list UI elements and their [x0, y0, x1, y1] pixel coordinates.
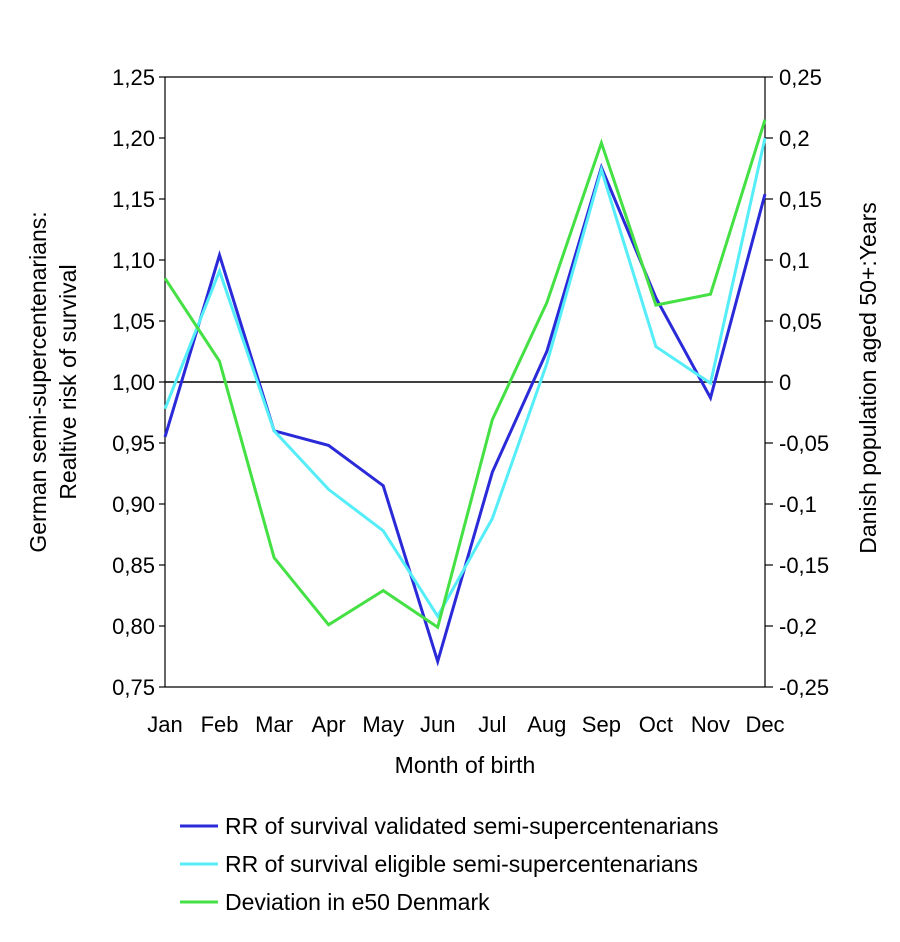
x-tick-label: May [362, 712, 404, 737]
legend: RR of survival validated semi-supercente… [180, 813, 718, 915]
y-axis-right-title: Danish population aged 50+:Years [855, 202, 881, 553]
y-tick-right-label: 0 [779, 370, 791, 395]
y-tick-right-label: 0,25 [779, 65, 822, 90]
y-tick-left-label: 0,90 [112, 492, 155, 517]
x-tick-label: Jun [420, 712, 455, 737]
series-lines [163, 119, 767, 667]
y-tick-left-label: 0,75 [112, 675, 155, 700]
y-tick-left-label: 1,05 [112, 309, 155, 334]
y-tick-right-label: 0,2 [779, 126, 810, 151]
series-line-2 [163, 137, 767, 620]
x-tick-label: Oct [639, 712, 673, 737]
y-axis-left-title-line1: German semi-supercentenarians: [25, 211, 51, 552]
y-tick-left-label: 0,80 [112, 614, 155, 639]
x-tick-label: Aug [527, 712, 566, 737]
y-tick-right-label: -0,1 [779, 492, 817, 517]
y-tick-left-label: 1,15 [112, 187, 155, 212]
legend-label-1: RR of survival validated semi-supercente… [225, 813, 718, 839]
x-tick-label: Nov [691, 712, 730, 737]
plot-area [164, 76, 766, 688]
y-tick-right-label: 0,1 [779, 248, 810, 273]
y-tick-left-label: 1,00 [112, 370, 155, 395]
x-axis-title: Month of birth [395, 752, 536, 778]
axes: 1,25 1,20 1,15 1,10 1,05 1,00 0,95 0,90 0,85 0,80… [112, 65, 829, 737]
y-tick-right-label: 0,15 [779, 187, 822, 212]
legend-label-2: RR of survival eligible semi-supercenten… [225, 851, 698, 877]
x-tick-label: Dec [745, 712, 784, 737]
legend-label-3: Deviation in e50 Denmark [225, 889, 490, 915]
y-tick-left-label: 1,25 [112, 65, 155, 90]
y-tick-right-label: -0,15 [779, 553, 829, 578]
x-tick-label: Apr [312, 712, 346, 737]
x-tick-label: Jan [147, 712, 182, 737]
y-tick-right-label: -0,25 [779, 675, 829, 700]
x-tick-label: Mar [255, 712, 293, 737]
y-axis-left-title-line2: Realtive risk of survival [55, 264, 81, 499]
y-tick-right-label: -0,2 [779, 614, 817, 639]
y-tick-left-label: 1,10 [112, 248, 155, 273]
y-tick-right-label: 0,05 [779, 309, 822, 334]
series-line-1 [163, 162, 767, 667]
y-tick-left-label: 0,95 [112, 431, 155, 456]
y-tick-right-label: -0,05 [779, 431, 829, 456]
y-tick-left-label: 1,20 [112, 126, 155, 151]
x-tick-label: Sep [582, 712, 621, 737]
x-tick-label: Feb [201, 712, 239, 737]
y-tick-left-label: 0,85 [112, 553, 155, 578]
series-line-3 [163, 119, 767, 630]
x-tick-label: Jul [478, 712, 506, 737]
